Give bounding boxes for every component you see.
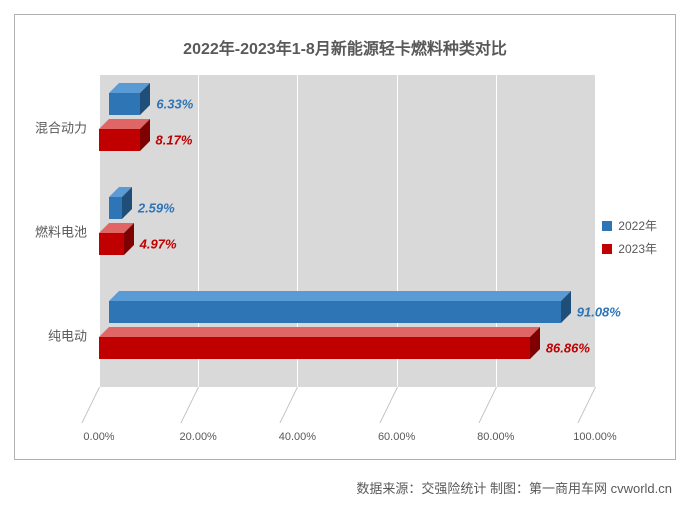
legend-swatch-2022 [602, 221, 612, 231]
x-tick-label: 0.00% [83, 431, 114, 443]
legend: 2022年 2023年 [602, 211, 657, 263]
x-tick-label: 60.00% [378, 431, 415, 443]
legend-swatch-2023 [602, 244, 612, 254]
plot-floor [99, 387, 595, 423]
legend-item-2022: 2022年 [602, 217, 657, 234]
category-label-fuelcell: 燃料电池 [35, 222, 99, 241]
legend-label-2022: 2022年 [618, 217, 657, 234]
bar-bev-2022: 91.08% [109, 301, 561, 323]
plot-area: 6.33%8.17%2.59%4.97%91.08%86.86% 混合动力燃料电… [99, 75, 595, 423]
bar-bev-2023: 86.86% [99, 337, 530, 359]
chart-box: 2022年-2023年1-8月新能源轻卡燃料种类对比 6.33% 8.17% 2.5… [14, 14, 676, 460]
bar-value-label: 91.08% [561, 305, 621, 320]
legend-item-2023: 2023年 [602, 240, 657, 257]
bar-value-label: 4.97% [124, 237, 177, 252]
x-tick-label: 40.00% [279, 431, 316, 443]
source-line: 数据来源：交强险统计 制图：第一商用车网 cvworld.cn [356, 478, 672, 497]
category-label-bev: 纯电动 [48, 326, 99, 345]
bar-fuelcell-2023: 4.97% [99, 233, 124, 255]
x-tick-label: 80.00% [477, 431, 514, 443]
bar-hybrid-2022: 6.33% [109, 93, 140, 115]
legend-label-2023: 2023年 [618, 240, 657, 257]
figure-container: 2022年-2023年1-8月新能源轻卡燃料种类对比 6.33% 8.17% 2.5… [0, 0, 690, 511]
gridline [595, 75, 596, 387]
bar-value-label: 2.59% [122, 201, 175, 216]
bar-hybrid-2023: 8.17% [99, 129, 140, 151]
bar-fuelcell-2022: 2.59% [109, 197, 122, 219]
bar-value-label: 6.33% [140, 97, 193, 112]
x-tick-label: 100.00% [573, 431, 616, 443]
category-label-hybrid: 混合动力 [35, 118, 99, 137]
chart-title: 2022年-2023年1-8月新能源轻卡燃料种类对比 [15, 35, 675, 59]
bar-value-label: 86.86% [530, 341, 590, 356]
bar-value-label: 8.17% [140, 133, 193, 148]
x-tick-label: 20.00% [180, 431, 217, 443]
